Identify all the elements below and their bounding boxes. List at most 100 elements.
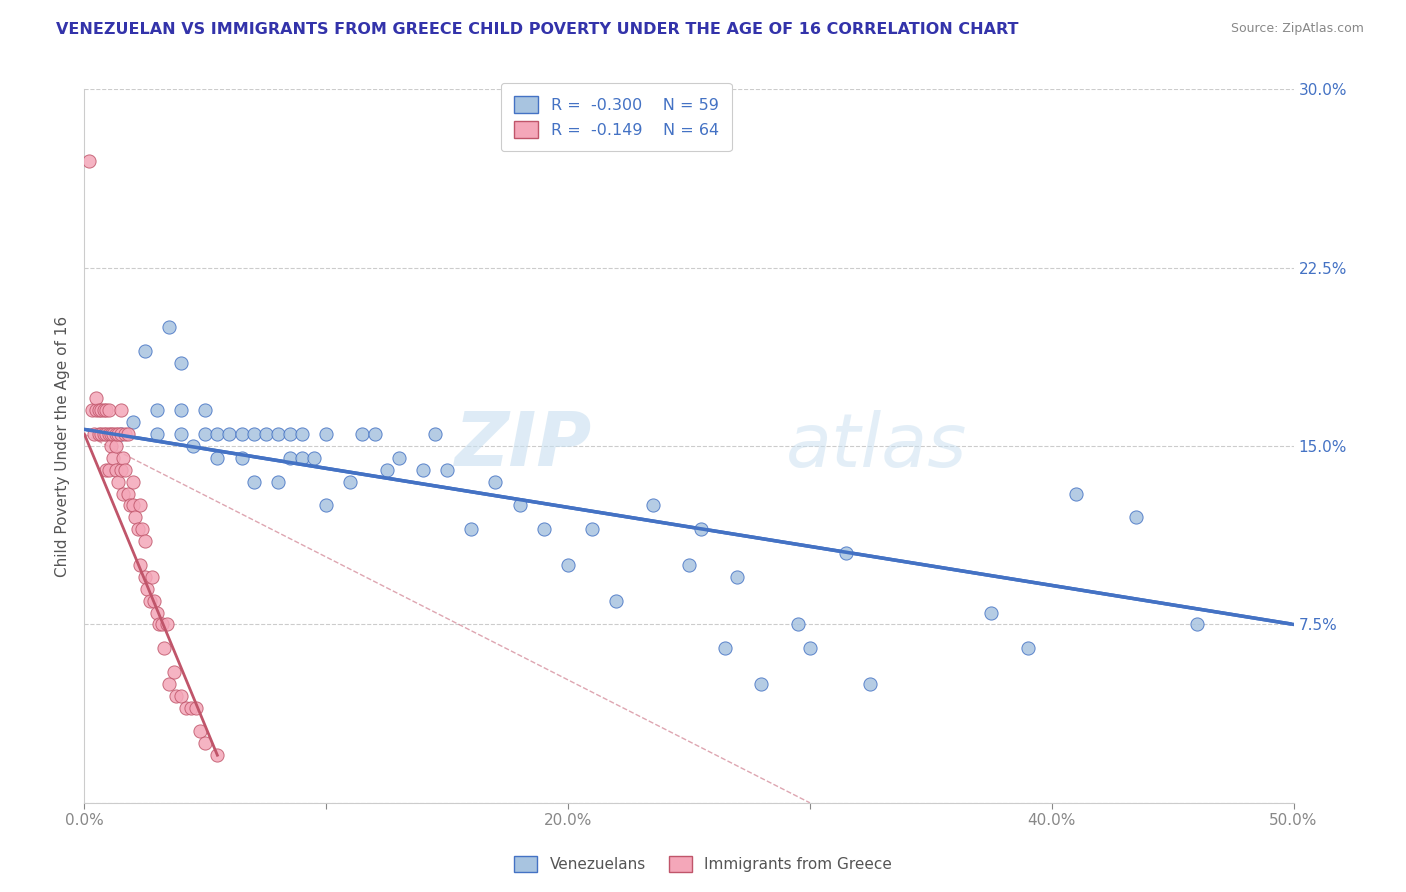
Point <box>786 617 808 632</box>
Point <box>121 475 143 489</box>
Point <box>97 427 120 442</box>
Point <box>799 641 821 656</box>
Point <box>94 427 117 442</box>
Point <box>207 450 229 465</box>
Y-axis label: Child Poverty Under the Age of 16: Child Poverty Under the Age of 16 <box>55 316 70 576</box>
Point <box>112 486 135 500</box>
Point <box>170 689 193 703</box>
Point <box>129 499 152 513</box>
Point <box>242 427 264 442</box>
Point <box>100 427 122 442</box>
Point <box>207 748 229 763</box>
Point <box>103 450 125 465</box>
Point <box>93 427 115 442</box>
Point <box>110 403 132 417</box>
Point <box>533 522 555 536</box>
Point <box>110 427 132 442</box>
Point <box>86 392 108 406</box>
Point <box>134 534 156 549</box>
Point <box>278 450 301 465</box>
Point <box>207 427 229 442</box>
Point <box>104 439 127 453</box>
Point <box>124 510 146 524</box>
Point <box>165 689 187 703</box>
Point <box>315 427 337 442</box>
Point <box>231 427 253 442</box>
Legend: Venezuelans, Immigrants from Greece: Venezuelans, Immigrants from Greece <box>506 848 900 880</box>
Point <box>150 617 173 632</box>
Point <box>436 463 458 477</box>
Point <box>352 427 374 442</box>
Point <box>267 427 290 442</box>
Point <box>86 403 108 417</box>
Point <box>77 153 100 168</box>
Point <box>278 427 301 442</box>
Point <box>104 427 127 442</box>
Point <box>194 427 217 442</box>
Point <box>114 427 136 442</box>
Point <box>148 617 170 632</box>
Point <box>90 427 112 442</box>
Point <box>143 593 166 607</box>
Point <box>117 486 139 500</box>
Point <box>581 522 603 536</box>
Point <box>170 427 193 442</box>
Point <box>339 475 361 489</box>
Point <box>107 475 129 489</box>
Point <box>641 499 664 513</box>
Point <box>194 736 217 750</box>
Point <box>114 463 136 477</box>
Point <box>107 427 129 442</box>
Point <box>110 463 132 477</box>
Point <box>190 724 212 739</box>
Point <box>184 700 207 714</box>
Point <box>120 499 142 513</box>
Point <box>138 593 160 607</box>
Point <box>121 499 143 513</box>
Point <box>121 415 143 429</box>
Point <box>678 558 700 572</box>
Point <box>136 582 159 596</box>
Text: Source: ZipAtlas.com: Source: ZipAtlas.com <box>1230 22 1364 36</box>
Point <box>153 641 176 656</box>
Point <box>302 450 325 465</box>
Point <box>129 558 152 572</box>
Point <box>363 427 385 442</box>
Text: atlas: atlas <box>786 410 967 482</box>
Point <box>141 570 163 584</box>
Point <box>388 450 411 465</box>
Point <box>859 677 882 691</box>
Point <box>267 475 290 489</box>
Point <box>87 403 110 417</box>
Point <box>110 427 132 442</box>
Point <box>90 403 112 417</box>
Point <box>170 403 193 417</box>
Point <box>170 356 193 370</box>
Point <box>181 439 204 453</box>
Point <box>484 475 506 489</box>
Point <box>412 463 434 477</box>
Point <box>291 450 314 465</box>
Point <box>509 499 531 513</box>
Point <box>557 558 579 572</box>
Point <box>93 403 115 417</box>
Point <box>100 439 122 453</box>
Point <box>131 522 153 536</box>
Point <box>375 463 398 477</box>
Point <box>1064 486 1087 500</box>
Point <box>218 427 240 442</box>
Point <box>94 403 117 417</box>
Point <box>231 450 253 465</box>
Point <box>155 617 177 632</box>
Point <box>83 427 105 442</box>
Point <box>690 522 713 536</box>
Text: ZIP: ZIP <box>456 409 592 483</box>
Point <box>751 677 773 691</box>
Point <box>163 665 186 679</box>
Point <box>112 450 135 465</box>
Point <box>460 522 482 536</box>
Point <box>103 427 125 442</box>
Point <box>157 677 180 691</box>
Point <box>117 427 139 442</box>
Point <box>97 403 120 417</box>
